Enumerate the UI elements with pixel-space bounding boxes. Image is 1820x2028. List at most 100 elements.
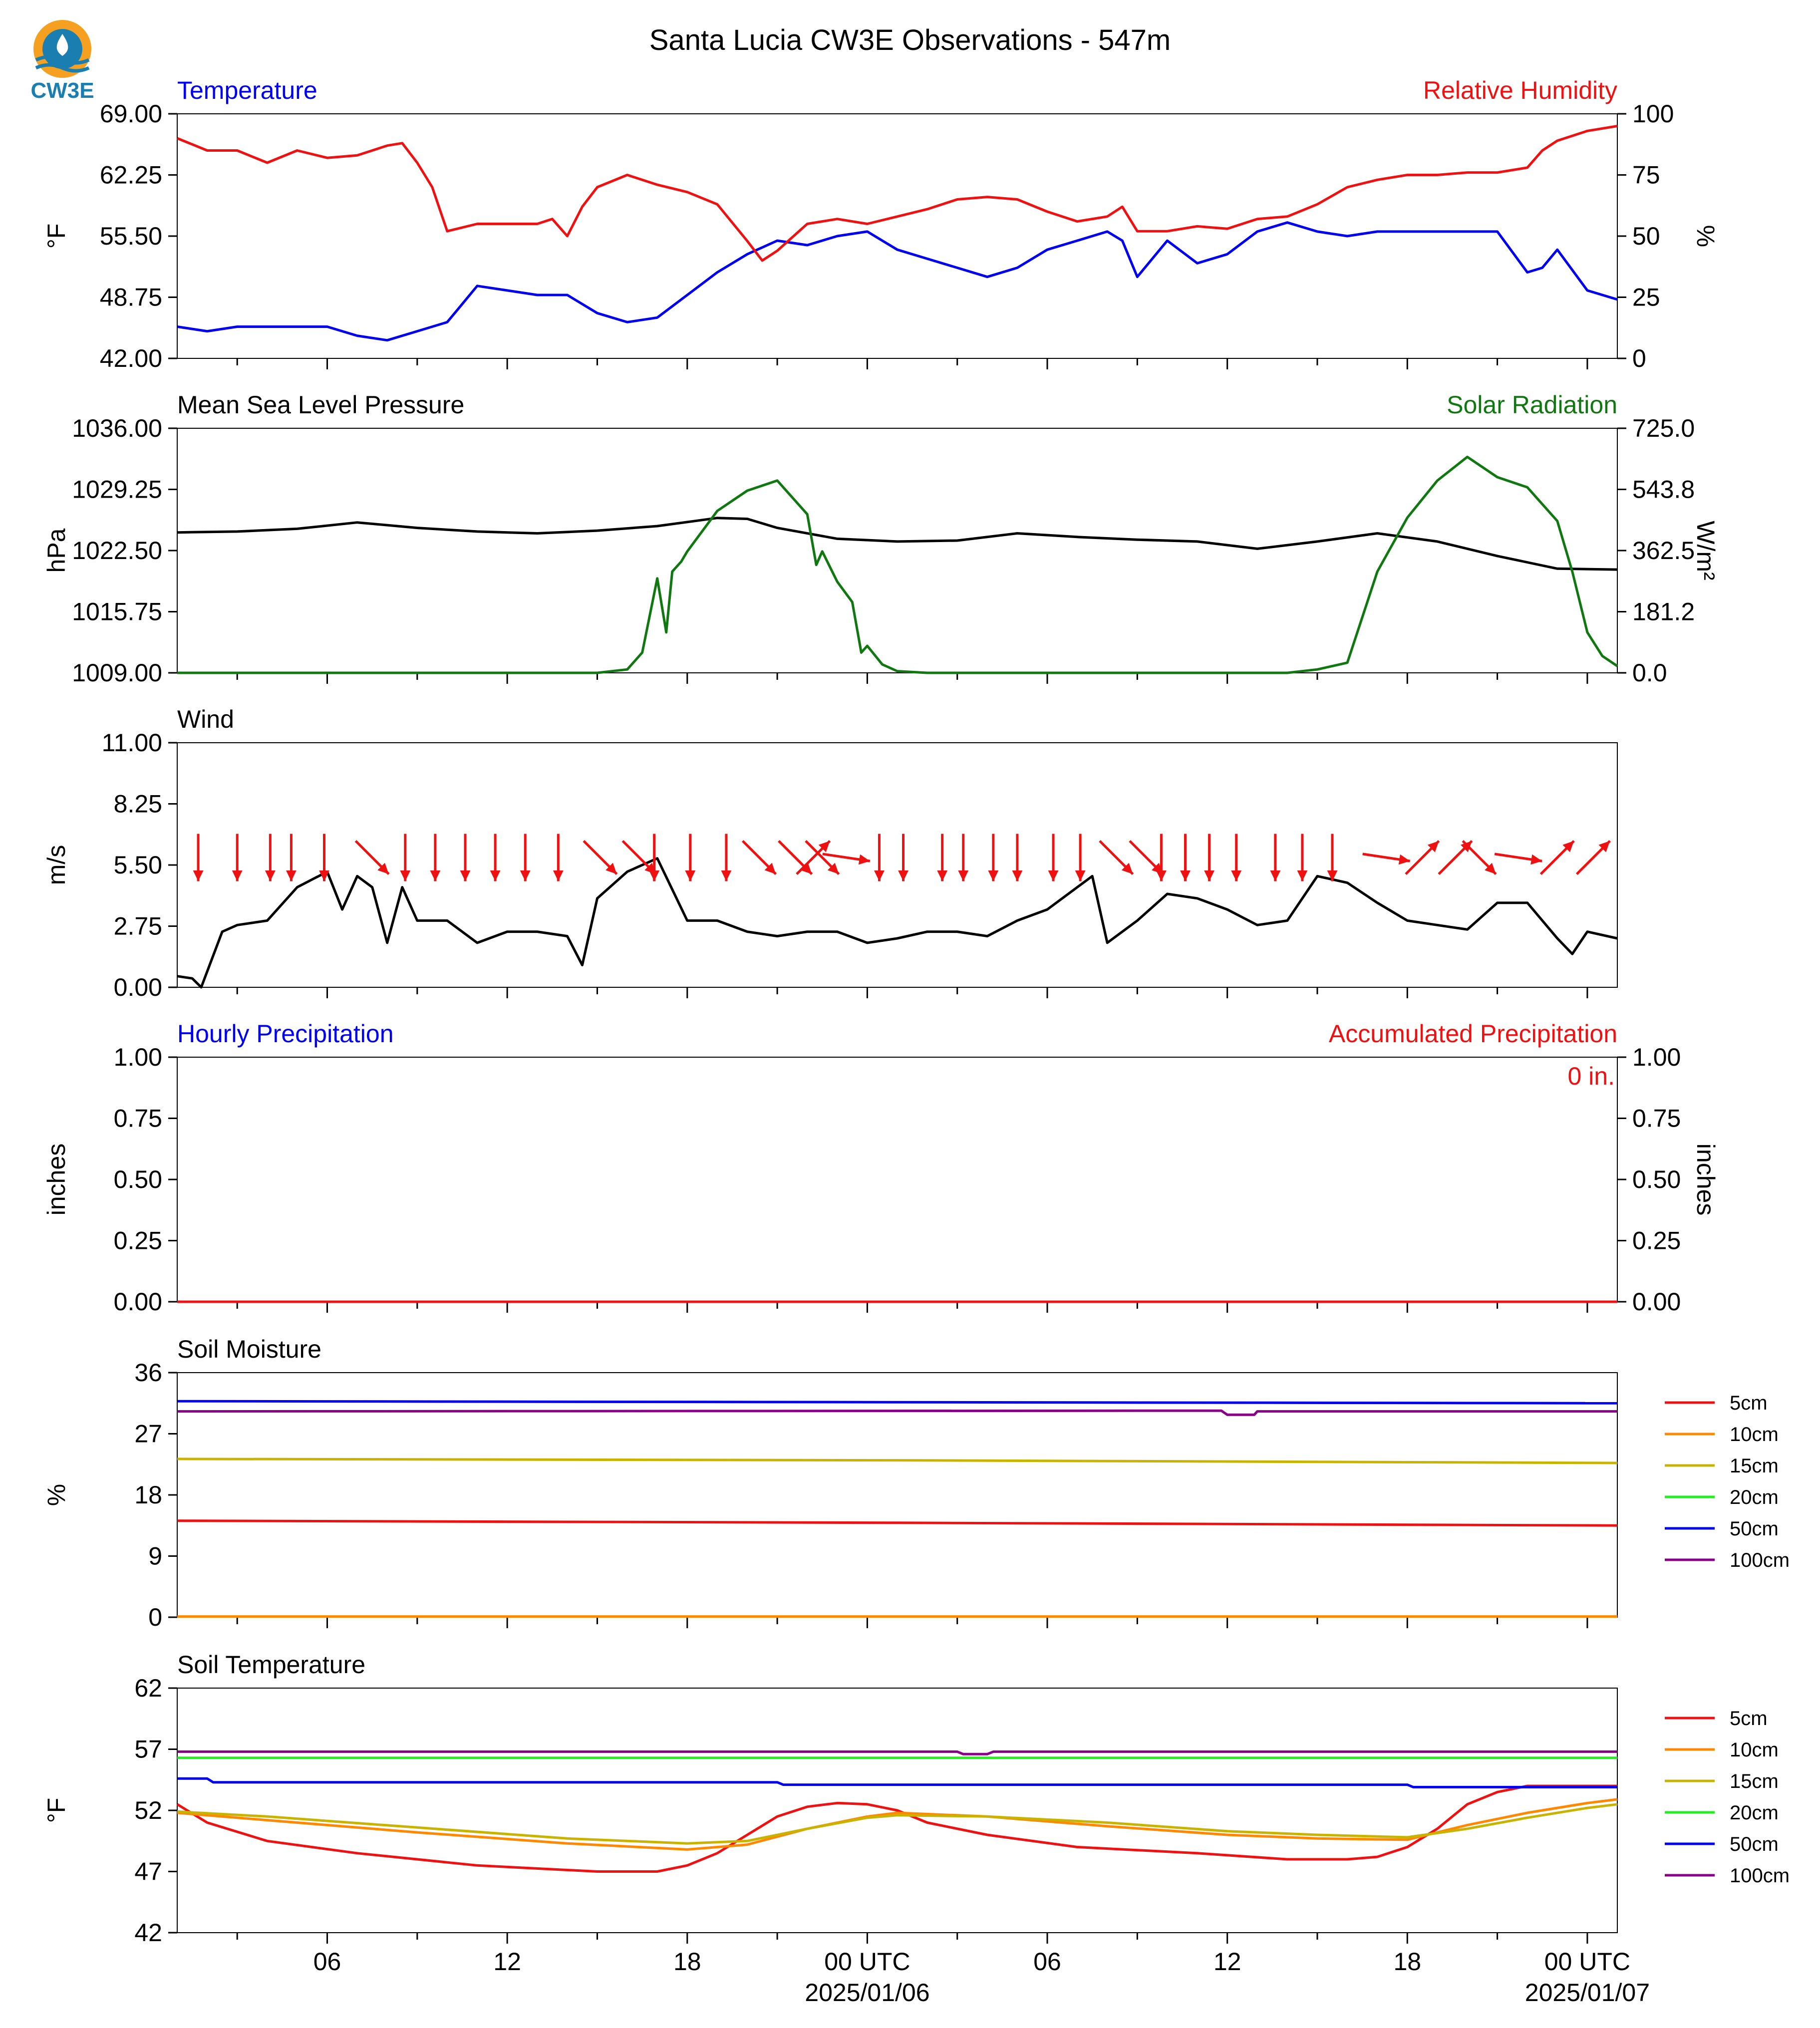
series-line-5cm bbox=[176, 1784, 1617, 1873]
y-tick-label-left: 0.25 bbox=[114, 1227, 162, 1255]
panel-title-left: Soil Moisture bbox=[177, 1335, 321, 1363]
legend-label: 20cm bbox=[1730, 1486, 1779, 1508]
panel-title-left: Hourly Precipitation bbox=[177, 1020, 394, 1048]
y-axis-label-left: °F bbox=[42, 224, 70, 249]
x-tick-date-label: 2025/01/06 bbox=[805, 1979, 929, 2007]
plot-frame bbox=[177, 113, 1618, 359]
y-tick-label-left: 36 bbox=[134, 1359, 162, 1387]
wind-arrow-head bbox=[898, 870, 909, 881]
panel-soil-moisture: 0 9 18 27 36% Soil Moisture 5cm 10cm 15cm 20cm 50c… bbox=[42, 1335, 1790, 1631]
y-axis-label-left: % bbox=[42, 1484, 70, 1506]
y-axis-label-left: m/s bbox=[42, 845, 70, 885]
y-tick-label-left: 0 bbox=[148, 1603, 162, 1631]
y-tick-label-left: 48.75 bbox=[100, 284, 162, 311]
y-axis-label-right: inches bbox=[1692, 1144, 1720, 1216]
y-tick-label-right: 0.25 bbox=[1632, 1227, 1681, 1255]
series-line-100cm bbox=[177, 1750, 1617, 1755]
legend-label: 10cm bbox=[1730, 1424, 1779, 1446]
wind-arrow-head bbox=[988, 870, 999, 881]
x-tick-label: 18 bbox=[1393, 1948, 1421, 1976]
panels: 42.00 48.75 55.50 62.25 69.00 0 25 50 75 100 °F % Te… bbox=[42, 76, 1790, 2007]
y-tick-label-left: 1029.25 bbox=[72, 476, 162, 504]
y-tick-label-right: 0.00 bbox=[1632, 1288, 1681, 1316]
y-axis-label-left: °F bbox=[42, 1798, 70, 1823]
series-line-red bbox=[177, 125, 1618, 262]
wind-arrow-head bbox=[827, 863, 839, 874]
panel-title-right: Solar Radiation bbox=[1447, 391, 1617, 419]
wind-arrow-head bbox=[460, 870, 471, 881]
y-tick-label-left: 42 bbox=[134, 1919, 162, 1947]
wind-arrow-head bbox=[1485, 863, 1496, 874]
plot-frame bbox=[177, 1372, 1618, 1618]
legend-label: 100cm bbox=[1730, 1549, 1790, 1571]
wind-arrow-head bbox=[400, 870, 411, 881]
y-tick-label-left: 9 bbox=[148, 1542, 162, 1570]
y-tick-label-left: 42.00 bbox=[100, 344, 162, 372]
wind-arrow-head bbox=[265, 870, 276, 881]
wind-arrow-head bbox=[1598, 841, 1610, 853]
panel-mean-sea-level-pressure: 1009.00 1015.75 1022.50 1029.25 1036.00 0.0 18… bbox=[42, 391, 1720, 687]
y-tick-label-left: 1022.50 bbox=[72, 537, 162, 565]
y-axis-label-right: W/m² bbox=[1692, 521, 1720, 580]
panel-temperature: 42.00 48.75 55.50 62.25 69.00 0 25 50 75 100 °F % Te… bbox=[42, 76, 1720, 372]
x-tick-label: 12 bbox=[1213, 1948, 1241, 1976]
y-tick-label-right: 0 bbox=[1632, 344, 1646, 372]
y-tick-label-left: 55.50 bbox=[100, 222, 162, 250]
y-tick-label-left: 5.50 bbox=[114, 851, 162, 879]
x-tick-label: 18 bbox=[673, 1948, 701, 1976]
wind-arrow-head bbox=[430, 870, 441, 881]
series-line-5cm bbox=[177, 1519, 1618, 1527]
wind-arrow-head bbox=[1231, 870, 1242, 881]
wind-arrow-head bbox=[1048, 870, 1059, 881]
legend-label: 15cm bbox=[1730, 1770, 1779, 1792]
y-tick-label-left: 57 bbox=[134, 1736, 162, 1763]
wind-arrow-head bbox=[286, 870, 297, 881]
y-tick-label-left: 8.25 bbox=[114, 790, 162, 818]
y-tick-label-right: 25 bbox=[1632, 284, 1660, 311]
wind-arrow-head bbox=[606, 863, 617, 874]
wind-arrow-head bbox=[1180, 870, 1191, 881]
x-tick-label: 06 bbox=[1033, 1948, 1061, 1976]
x-tick-label: 00 UTC bbox=[1544, 1948, 1630, 1976]
series-line-blue bbox=[177, 221, 1618, 342]
y-tick-label-left: 11.00 bbox=[102, 729, 162, 757]
wind-arrow-head bbox=[721, 870, 732, 881]
y-tick-label-right: 100 bbox=[1632, 100, 1674, 128]
y-tick-label-right: 725.0 bbox=[1632, 414, 1695, 442]
y-axis-label-right: % bbox=[1692, 225, 1720, 247]
y-tick-label-right: 0.75 bbox=[1632, 1105, 1681, 1133]
accumulated-total-label: 0 in. bbox=[1567, 1062, 1615, 1090]
series-line-10cm bbox=[177, 1798, 1618, 1851]
wind-arrow-head bbox=[1427, 841, 1439, 853]
legend-label: 50cm bbox=[1730, 1518, 1779, 1540]
wind-arrow-head bbox=[1530, 854, 1542, 865]
y-axis-label-left: inches bbox=[42, 1144, 70, 1216]
y-tick-label-left: 62 bbox=[134, 1674, 162, 1702]
wind-arrow-head bbox=[1327, 870, 1338, 881]
series-line-black bbox=[177, 857, 1618, 989]
wind-arrow-head bbox=[1398, 854, 1410, 865]
series-line-15cm bbox=[177, 1457, 1618, 1464]
wind-arrow-head bbox=[319, 870, 329, 881]
plot-frame bbox=[177, 1057, 1618, 1302]
series-line-50cm bbox=[177, 1400, 1618, 1405]
legend-label: 100cm bbox=[1730, 1865, 1790, 1887]
wind-arrow-head bbox=[649, 870, 660, 881]
series-line-100cm bbox=[177, 1409, 1617, 1416]
y-tick-label-left: 1009.00 bbox=[72, 659, 162, 687]
x-tick-label: 12 bbox=[493, 1948, 521, 1976]
y-tick-label-right: 1.00 bbox=[1632, 1043, 1681, 1071]
series-line-green bbox=[177, 455, 1618, 674]
y-tick-label-right: 181.2 bbox=[1632, 598, 1695, 626]
y-tick-label-right: 543.8 bbox=[1632, 476, 1695, 504]
y-axis-label-left: hPa bbox=[42, 528, 70, 573]
legend-label: 5cm bbox=[1730, 1708, 1768, 1730]
x-tick-label: 00 UTC bbox=[824, 1948, 910, 1976]
wind-arrow-head bbox=[764, 863, 776, 874]
y-tick-label-right: 0.0 bbox=[1632, 659, 1667, 687]
plot-frame bbox=[177, 742, 1618, 988]
panel-wind: 0.00 2.75 5.50 8.25 11.00 m/s Wind bbox=[42, 705, 1618, 1001]
legend-label: 20cm bbox=[1730, 1802, 1779, 1824]
panel-title-right: Relative Humidity bbox=[1423, 76, 1617, 104]
wind-arrow-head bbox=[958, 870, 969, 881]
